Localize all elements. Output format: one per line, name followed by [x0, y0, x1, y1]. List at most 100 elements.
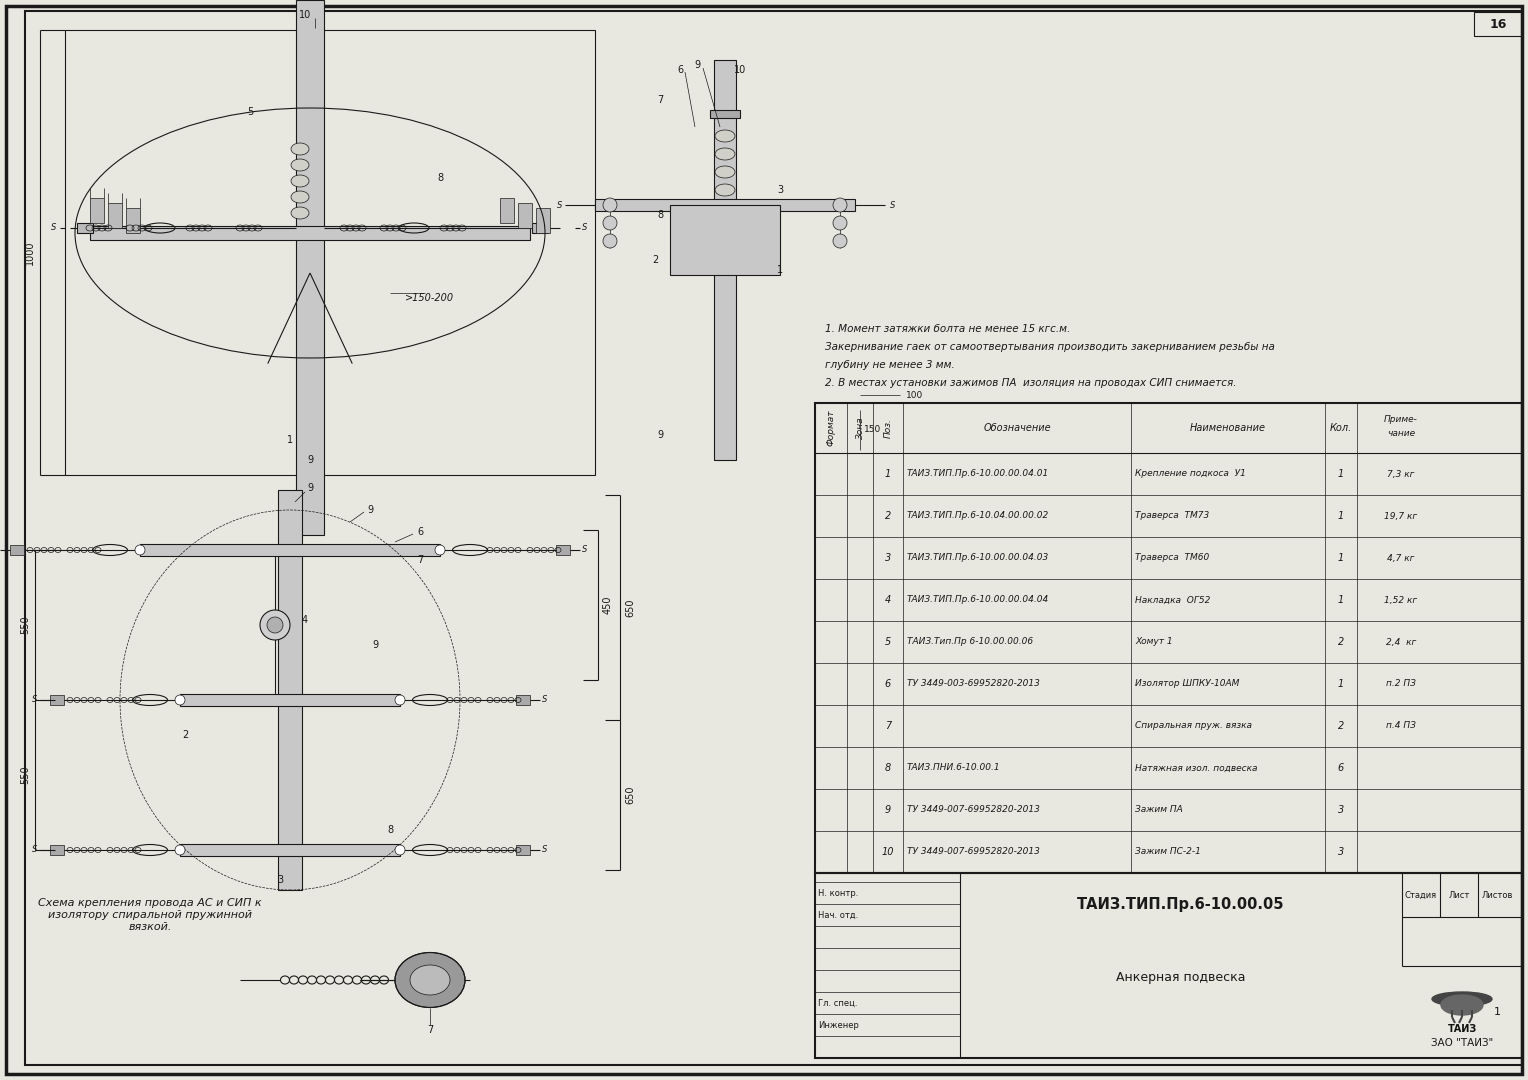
Text: Закернивание гаек от самоотвертывания производить закерниванием резьбы на: Закернивание гаек от самоотвертывания пр… [825, 342, 1274, 352]
Bar [66, 30, 594, 475]
Circle shape [396, 696, 405, 705]
Text: ТАИЗ.ТИП.Пр.6-10.00.05: ТАИЗ.ТИП.Пр.6-10.00.05 [1077, 897, 1285, 913]
Text: 3: 3 [1339, 805, 1345, 815]
Text: 4,7 кг: 4,7 кг [1387, 553, 1415, 563]
Text: ТАИЗ.ТИП.Пр.6-10.00.00.04.01: ТАИЗ.ТИП.Пр.6-10.00.00.04.01 [908, 470, 1050, 478]
Text: Зона: Зона [856, 417, 865, 440]
Ellipse shape [396, 953, 465, 1008]
Text: 16: 16 [1490, 17, 1507, 30]
Text: 1: 1 [287, 435, 293, 445]
Text: Гл. спец.: Гл. спец. [817, 999, 857, 1008]
Text: Хомут 1: Хомут 1 [1135, 637, 1172, 647]
Bar [669, 205, 779, 275]
Text: Анкерная подвеска: Анкерная подвеска [1117, 972, 1245, 985]
Text: Натяжная изол. подвеска: Натяжная изол. подвеска [1135, 764, 1258, 772]
Text: 8: 8 [387, 825, 393, 835]
Circle shape [176, 696, 185, 705]
Ellipse shape [1432, 993, 1491, 1005]
Text: 2: 2 [182, 730, 188, 740]
Text: 4: 4 [303, 615, 309, 625]
Bar [141, 544, 440, 556]
Bar [518, 203, 532, 228]
Circle shape [833, 216, 847, 230]
Text: 2. В местах установки зажимов ПА  изоляция на проводах СИП снимается.: 2. В местах установки зажимов ПА изоляци… [825, 378, 1236, 388]
Text: 10: 10 [733, 65, 746, 75]
Bar [814, 403, 1522, 873]
Bar [108, 203, 122, 228]
Text: S: S [582, 545, 588, 554]
Text: 6: 6 [1339, 762, 1345, 773]
Text: Зажим ПС-2-1: Зажим ПС-2-1 [1135, 848, 1201, 856]
Text: глубину не менее 3 мм.: глубину не менее 3 мм. [825, 360, 955, 370]
Ellipse shape [290, 143, 309, 156]
Text: 6: 6 [677, 65, 683, 75]
Circle shape [604, 216, 617, 230]
Text: 7: 7 [885, 721, 891, 731]
Ellipse shape [715, 184, 735, 195]
Text: 150: 150 [865, 426, 882, 434]
Text: 650: 650 [625, 786, 636, 805]
Text: 7: 7 [417, 555, 423, 565]
Text: ТАИЗ.ТИП.Пр.6-10.04.00.00.02: ТАИЗ.ТИП.Пр.6-10.04.00.00.02 [908, 512, 1050, 521]
Text: Н. контр.: Н. контр. [817, 889, 859, 897]
Text: 8: 8 [885, 762, 891, 773]
Text: 1: 1 [1493, 1007, 1500, 1017]
Text: Стадия: Стадия [1404, 891, 1436, 900]
Ellipse shape [715, 148, 735, 160]
Text: S: S [558, 201, 562, 210]
Text: ТАИЗ.ТИП.Пр.6-10.00.00.04.03: ТАИЗ.ТИП.Пр.6-10.00.00.04.03 [908, 553, 1050, 563]
Text: Изолятор ШПКУ-10АМ: Изолятор ШПКУ-10АМ [1135, 679, 1239, 689]
Text: 1: 1 [1339, 469, 1345, 480]
Text: 2: 2 [652, 255, 659, 265]
Text: 9: 9 [657, 430, 663, 440]
Bar [556, 545, 570, 555]
Text: 3: 3 [776, 185, 782, 195]
Text: 1: 1 [1339, 595, 1345, 605]
Text: 7: 7 [657, 95, 663, 105]
Ellipse shape [290, 191, 309, 203]
Text: Траверса  ТМ73: Траверса ТМ73 [1135, 512, 1209, 521]
Text: 1: 1 [1456, 1007, 1462, 1017]
Bar [711, 110, 740, 118]
Text: 2: 2 [1339, 721, 1345, 731]
Text: 9: 9 [694, 60, 700, 70]
Text: 10: 10 [299, 10, 312, 21]
Text: 650: 650 [625, 598, 636, 618]
Bar [125, 208, 141, 233]
Circle shape [604, 234, 617, 248]
Bar [50, 845, 64, 855]
Bar [714, 60, 736, 460]
Text: ТУ 3449-007-69952820-2013: ТУ 3449-007-69952820-2013 [908, 806, 1041, 814]
Text: 6: 6 [885, 679, 891, 689]
Text: ЗАО "ТАИЗ": ЗАО "ТАИЗ" [1430, 1038, 1493, 1048]
Text: Поз.: Поз. [883, 418, 892, 437]
Bar [1475, 12, 1522, 36]
Text: Схема крепления провода АС и СИП к
изолятору спиральной пружинной
вязкой.: Схема крепления провода АС и СИП к изоля… [38, 899, 261, 932]
Text: 3: 3 [1339, 847, 1345, 858]
Circle shape [833, 234, 847, 248]
Text: п.4 ПЗ: п.4 ПЗ [1386, 721, 1416, 730]
Text: Накладка  ОГ52: Накладка ОГ52 [1135, 595, 1210, 605]
Text: Лист: Лист [1449, 891, 1470, 900]
Text: S: S [32, 696, 38, 704]
Bar [76, 222, 93, 233]
Text: ТАИЗ.ПНИ.6-10.00.1: ТАИЗ.ПНИ.6-10.00.1 [908, 764, 1001, 772]
Text: 8: 8 [657, 210, 663, 220]
Text: >150-200: >150-200 [405, 293, 454, 303]
Text: 2: 2 [1339, 637, 1345, 647]
Text: Зажим ПА: Зажим ПА [1135, 806, 1183, 814]
Circle shape [267, 617, 283, 633]
Ellipse shape [410, 966, 451, 995]
Text: 9: 9 [367, 505, 373, 515]
Text: 550: 550 [20, 616, 31, 634]
Text: 10: 10 [882, 847, 894, 858]
Text: 3: 3 [885, 553, 891, 563]
Text: 3: 3 [277, 875, 283, 885]
Bar [536, 208, 550, 233]
Text: Приме-: Приме- [1384, 416, 1418, 424]
Bar [532, 222, 549, 233]
Text: 19,7 кг: 19,7 кг [1384, 512, 1418, 521]
Text: Наименование: Наименование [1190, 423, 1267, 433]
Text: Инженер: Инженер [817, 1021, 859, 1029]
Bar [50, 696, 64, 705]
